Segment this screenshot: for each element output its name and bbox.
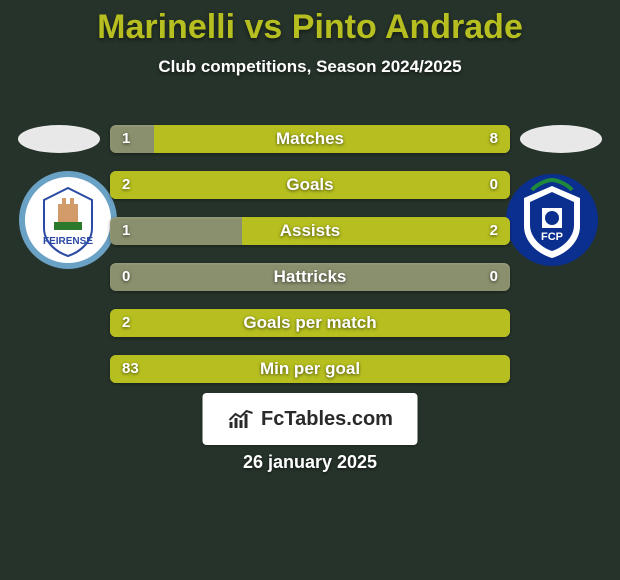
left-badge-label: FEIRENSE bbox=[43, 236, 93, 247]
stat-row: 83 Min per goal bbox=[110, 355, 510, 383]
branding-box: FcTables.com bbox=[203, 393, 418, 445]
comparison-infographic: Marinelli vs Pinto Andrade Club competit… bbox=[0, 0, 620, 580]
stat-row: 2 Goals 0 bbox=[110, 171, 510, 199]
right-club-badge: FCP bbox=[502, 170, 602, 270]
left-club-badge: FEIRENSE bbox=[18, 170, 118, 270]
stat-right-value: 8 bbox=[490, 125, 498, 153]
stat-row: 1 Matches 8 bbox=[110, 125, 510, 153]
stat-right-value: 2 bbox=[490, 217, 498, 245]
right-flag-ellipse bbox=[520, 125, 602, 153]
stat-right-value: 0 bbox=[490, 263, 498, 291]
branding-text: FcTables.com bbox=[261, 408, 393, 431]
right-badge-label: FCP bbox=[541, 231, 563, 243]
stat-row: 0 Hattricks 0 bbox=[110, 263, 510, 291]
feirense-crest-icon: FEIRENSE bbox=[18, 170, 118, 270]
porto-crest-icon: FCP bbox=[502, 170, 602, 270]
stat-row: 2 Goals per match bbox=[110, 309, 510, 337]
stat-label: Goals per match bbox=[110, 309, 510, 337]
stat-label: Matches bbox=[110, 125, 510, 153]
date-text: 26 january 2025 bbox=[0, 452, 620, 473]
page-subtitle: Club competitions, Season 2024/2025 bbox=[0, 57, 620, 77]
stat-label: Min per goal bbox=[110, 355, 510, 383]
left-flag-ellipse bbox=[18, 125, 100, 153]
stat-label: Assists bbox=[110, 217, 510, 245]
page-title: Marinelli vs Pinto Andrade bbox=[0, 0, 620, 47]
stat-label: Goals bbox=[110, 171, 510, 199]
stat-row: 1 Assists 2 bbox=[110, 217, 510, 245]
comparison-bars: 1 Matches 8 2 Goals 0 1 Assists 2 0 Hatt… bbox=[110, 125, 510, 401]
stat-right-value: 0 bbox=[490, 171, 498, 199]
stat-label: Hattricks bbox=[110, 263, 510, 291]
chart-trend-icon bbox=[227, 408, 255, 430]
